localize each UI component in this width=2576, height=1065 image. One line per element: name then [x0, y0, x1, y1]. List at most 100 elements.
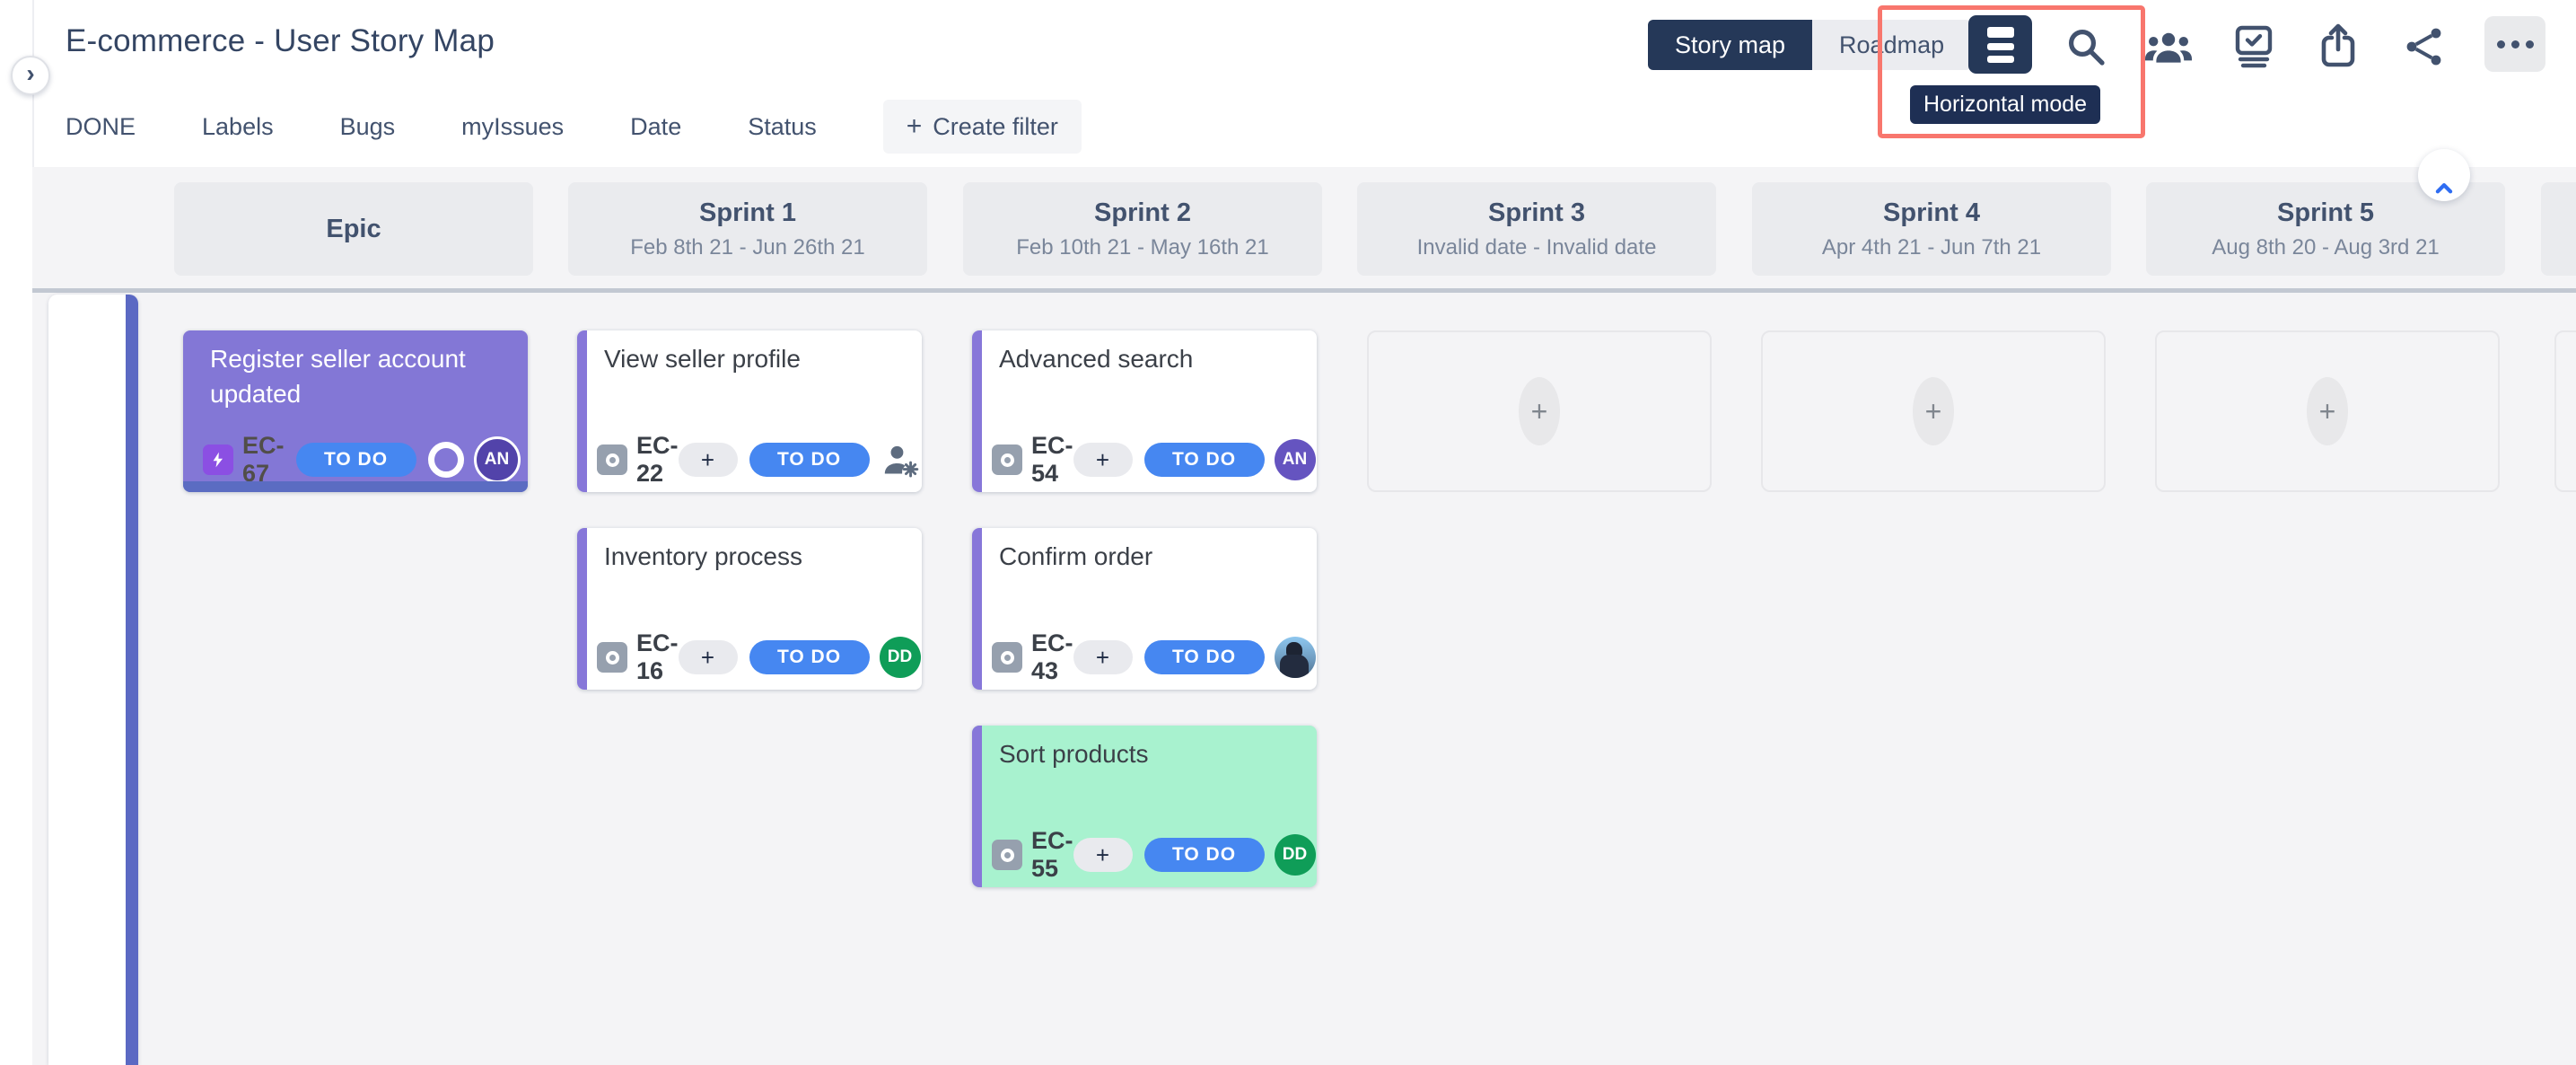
story-card-ec-55[interactable]: Sort products EC-55 + TO DO DD	[972, 726, 1317, 887]
status-pill[interactable]: TO DO	[1143, 443, 1265, 477]
status-pill[interactable]: TO DO	[1143, 640, 1265, 674]
ellipsis-icon	[2496, 40, 2505, 48]
add-card-placeholder-sprint-3[interactable]: +	[1367, 330, 1712, 492]
add-estimate-button[interactable]: +	[678, 443, 738, 477]
epic-color-strip	[183, 481, 528, 492]
share-button[interactable]	[2402, 23, 2447, 70]
assignee-avatar-photo[interactable]	[1274, 637, 1316, 678]
story-card-ec-54[interactable]: Advanced search EC-54 + TO DO AN	[972, 330, 1317, 492]
chevron-up-icon	[2435, 183, 2453, 194]
assign-user-button[interactable]	[880, 440, 923, 480]
add-estimate-button[interactable]: +	[1073, 640, 1133, 674]
filter-labels[interactable]: Labels	[202, 112, 274, 140]
card-title: Inventory process	[604, 542, 802, 570]
add-estimate-button[interactable]: +	[1073, 443, 1133, 477]
export-button[interactable]	[2316, 20, 2361, 72]
story-card-ec-16[interactable]: Inventory process EC-16 + TO DO DD	[577, 528, 922, 690]
row-label-panel[interactable]	[48, 295, 138, 1065]
card-footer: EC-22 + TO DO	[597, 432, 918, 487]
add-card-button[interactable]: +	[2307, 377, 2348, 445]
row-color-bar	[126, 295, 138, 1065]
story-map-tab[interactable]: Story map	[1648, 20, 1813, 70]
export-icon	[2321, 23, 2355, 67]
column-header-epic[interactable]: Epic	[174, 182, 533, 276]
roadmap-tab[interactable]: Roadmap	[1812, 20, 1972, 70]
column-header-sprint-2[interactable]: Sprint 2 Feb 10th 21 - May 16th 21	[963, 182, 1322, 276]
add-card-placeholder-sprint-5[interactable]: +	[2155, 330, 2500, 492]
plus-icon: +	[1530, 394, 1548, 427]
assignee-avatar[interactable]: DD	[879, 637, 921, 678]
epic-link-stripe	[972, 330, 982, 492]
filter-done[interactable]: DONE	[66, 112, 136, 140]
view-toggle: Story map Roadmap	[1648, 20, 1972, 70]
issue-key[interactable]: EC-22	[636, 432, 679, 487]
column-title: Sprint 2	[1094, 198, 1191, 227]
column-title: Sprint 3	[1488, 198, 1585, 227]
add-card-button[interactable]: +	[1913, 377, 1954, 445]
story-card-ec-43[interactable]: Confirm order EC-43 + TO DO	[972, 528, 1317, 690]
add-card-placeholder-sprint-4[interactable]: +	[1761, 330, 2106, 492]
assignee-avatar[interactable]: AN	[1274, 439, 1316, 480]
horizontal-mode-tooltip: Horizontal mode	[1910, 85, 2101, 124]
add-estimate-button[interactable]: +	[1073, 838, 1133, 872]
search-button[interactable]	[2063, 23, 2109, 70]
add-estimate-button[interactable]: +	[678, 640, 738, 674]
epic-link-stripe	[577, 528, 587, 690]
status-pill[interactable]: TO DO	[295, 443, 416, 477]
create-filter-button[interactable]: + Create filter	[882, 100, 1082, 154]
status-pill[interactable]: TO DO	[749, 640, 870, 674]
issue-key[interactable]: EC-67	[242, 432, 285, 487]
issue-key[interactable]: EC-54	[1031, 432, 1073, 487]
plus-icon: +	[906, 111, 923, 141]
column-title: Epic	[326, 214, 381, 243]
column-title: Sprint 1	[699, 198, 796, 227]
add-card-button[interactable]: +	[1519, 377, 1560, 445]
team-button[interactable]	[2143, 25, 2194, 68]
issue-key[interactable]: EC-16	[636, 629, 679, 684]
column-header-sprint-4[interactable]: Sprint 4 Apr 4th 21 - Jun 7th 21	[1752, 182, 2111, 276]
status-pill[interactable]: TO DO	[749, 443, 870, 477]
card-check-icon	[2235, 25, 2273, 68]
filter-status[interactable]: Status	[748, 112, 817, 140]
assignee-avatar[interactable]: AN	[473, 436, 521, 483]
epic-card-ec-67[interactable]: Register seller account updated EC-67 TO…	[183, 330, 528, 492]
expand-sidebar-button[interactable]: ›	[11, 56, 50, 95]
column-dates: Feb 8th 21 - Jun 26th 21	[630, 234, 865, 260]
status-pill[interactable]: TO DO	[1143, 838, 1265, 872]
card-title: Sort products	[999, 740, 1149, 768]
column-header-sprint-3[interactable]: Sprint 3 Invalid date - Invalid date	[1357, 182, 1716, 276]
more-options-button[interactable]	[2484, 16, 2545, 72]
issue-key[interactable]: EC-43	[1031, 629, 1073, 684]
filter-myissues[interactable]: myIssues	[461, 112, 565, 140]
story-card-ec-22[interactable]: View seller profile EC-22 + TO DO	[577, 330, 922, 492]
horizontal-mode-button[interactable]	[1968, 15, 2032, 74]
share-icon	[2406, 28, 2441, 66]
plus-icon: +	[1924, 394, 1942, 427]
epic-link-stripe	[577, 330, 587, 492]
column-header-sprint-1[interactable]: Sprint 1 Feb 8th 21 - Jun 26th 21	[568, 182, 927, 276]
collapse-headers-button[interactable]	[2418, 149, 2470, 201]
epic-link-stripe	[972, 528, 982, 690]
card-footer: EC-43 + TO DO	[992, 629, 1316, 684]
issue-key[interactable]: EC-55	[1031, 827, 1073, 882]
story-type-icon	[992, 840, 1022, 870]
filter-bugs[interactable]: Bugs	[339, 112, 396, 140]
tooltip-label: Horizontal mode	[1923, 92, 2088, 117]
card-title: Confirm order	[999, 542, 1153, 570]
assignee-avatar[interactable]: DD	[1274, 834, 1316, 876]
search-icon	[2069, 30, 2105, 66]
filter-bar: DONE Labels Bugs myIssues Date Status + …	[66, 99, 1082, 154]
active-sprint-button[interactable]	[2230, 22, 2278, 72]
add-card-placeholder-partial[interactable]	[2554, 330, 2576, 492]
left-sidebar-rail	[0, 0, 34, 1065]
progress-ring[interactable]	[427, 442, 464, 478]
card-title: Advanced search	[999, 345, 1194, 373]
plus-icon: +	[2318, 394, 2336, 427]
create-filter-label: Create filter	[933, 112, 1058, 140]
epic-link-stripe	[972, 726, 982, 887]
page-title: E-commerce - User Story Map	[66, 23, 495, 58]
column-header-partial[interactable]	[2541, 182, 2576, 276]
filter-date[interactable]: Date	[630, 112, 682, 140]
card-footer: EC-16 + TO DO DD	[597, 629, 921, 684]
